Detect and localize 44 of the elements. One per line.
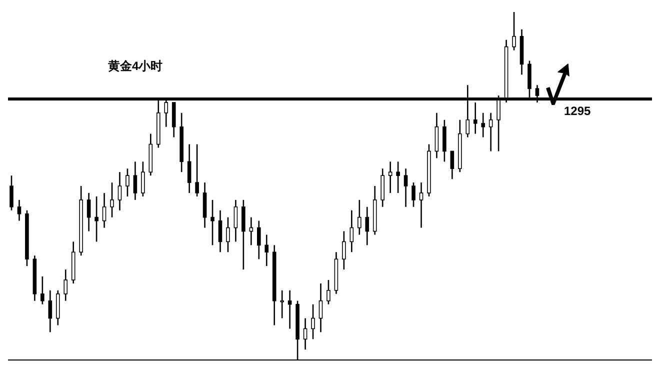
candlestick xyxy=(17,199,22,222)
candlestick xyxy=(64,268,68,302)
candlestick xyxy=(187,144,192,194)
candlestick xyxy=(342,230,346,270)
candlestick xyxy=(358,199,362,236)
candlestick xyxy=(249,216,254,246)
candlestick xyxy=(86,192,91,232)
text: 1295 xyxy=(564,104,591,118)
candlestick xyxy=(396,160,400,194)
candlestick xyxy=(481,112,485,138)
candlestick xyxy=(388,160,392,194)
candlestick xyxy=(311,304,315,340)
candlestick xyxy=(102,192,106,228)
candlestick xyxy=(288,290,292,330)
candlestick xyxy=(303,318,308,350)
candlestick xyxy=(326,279,330,305)
candlestick xyxy=(48,290,52,333)
candlestick xyxy=(473,102,478,134)
text: 黄金4小时 xyxy=(108,58,163,75)
candlestick xyxy=(126,168,130,198)
candlestick xyxy=(512,12,516,51)
candlestick xyxy=(141,160,145,198)
candlestick xyxy=(226,216,230,253)
candlestick xyxy=(264,234,269,267)
candlestick xyxy=(488,112,493,152)
candlestick xyxy=(450,150,454,180)
candlestick xyxy=(412,182,416,208)
candlestick xyxy=(133,160,138,201)
candlestick xyxy=(318,282,323,333)
candlestick xyxy=(110,182,114,218)
candlestick xyxy=(350,210,354,253)
candlestick xyxy=(404,168,408,208)
candlestick xyxy=(365,206,370,246)
candlestick xyxy=(218,210,222,253)
candlestick xyxy=(234,199,238,242)
candlestick xyxy=(256,220,261,260)
candlestick xyxy=(40,276,44,305)
candlestick xyxy=(10,174,14,212)
candlestick xyxy=(94,196,98,242)
candlestick xyxy=(118,171,122,212)
candlestick xyxy=(195,144,199,198)
candlestick xyxy=(280,290,284,319)
candlestick xyxy=(419,182,424,228)
candlestick xyxy=(210,199,214,246)
